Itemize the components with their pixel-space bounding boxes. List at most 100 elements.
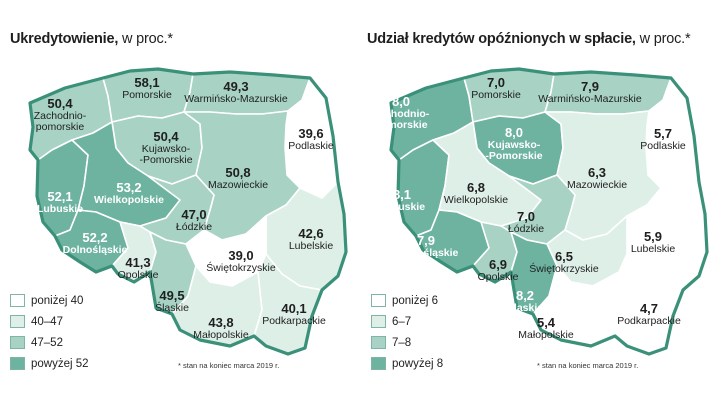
- region-name: Łódzkie: [507, 222, 545, 235]
- legend-swatch: [10, 336, 25, 349]
- region-name: Podlaskie: [640, 139, 686, 152]
- legend-label: poniżej 40: [31, 294, 84, 307]
- legend-item: 40–47: [10, 311, 89, 332]
- left-map-panel: Ukredytowienie, w proc.* 50,4 Zachodnio-p…: [0, 0, 360, 406]
- region-value: 8,2: [515, 288, 535, 303]
- region-value: 5,7: [653, 126, 673, 141]
- region-label-lodzkie: 7,0 Łódzkie: [508, 210, 544, 235]
- region-name: Lubuskie: [36, 202, 84, 215]
- region-name: pomorskie: [35, 120, 85, 133]
- region-value: 8,1: [392, 187, 412, 202]
- right-legend: poniżej 6 6–7 7–8 powyżej 8: [371, 290, 443, 374]
- region-value: 49,5: [159, 288, 185, 303]
- left-legend: poniżej 40 40–47 47–52 powyżej 52: [10, 290, 89, 374]
- left-footnote: * stan na koniec marca 2019 r.: [178, 361, 280, 370]
- region-value: 50,4: [153, 129, 179, 144]
- region-value: 42,6: [298, 226, 324, 241]
- region-label-mazowieckie: 50,8 Mazowieckie: [208, 166, 268, 191]
- legend-label: 47–52: [31, 336, 63, 349]
- region-name: Lubuskie: [378, 200, 426, 213]
- region-value: 8,0: [391, 94, 411, 109]
- region-label-podkarpackie: 40,1 Podkarpackie: [262, 302, 326, 327]
- region-label-swietokrzyskie: 39,0 Świętokrzyskie: [206, 249, 275, 274]
- region-label-kujawsko: 8,0 Kujawsko- -Pomorskie: [485, 126, 542, 162]
- region-label-warminsko: 49,3 Warmińsko-Mazurskie: [184, 80, 287, 105]
- region-name: Śląskie: [506, 301, 544, 314]
- region-label-zachodniopomorskie: 50,4 Zachodnio-pomorskie: [34, 97, 87, 133]
- region-label-wielkopolskie: 6,8 Wielkopolskie: [444, 181, 508, 206]
- region-label-mazowieckie: 6,3 Mazowieckie: [567, 166, 627, 191]
- legend-item: poniżej 40: [10, 290, 89, 311]
- region-name: Warmińsko-Mazurskie: [538, 92, 642, 105]
- region-label-malopolskie: 5,4 Małopolskie: [518, 316, 573, 341]
- region-name: Podkarpackie: [617, 314, 681, 327]
- region-name: Łódzkie: [175, 220, 213, 233]
- region-name: Zachodnio-: [33, 109, 87, 122]
- region-label-lubelskie: 42,6 Lubelskie: [289, 227, 333, 252]
- region-value: 58,1: [134, 75, 160, 90]
- legend-label: 7–8: [392, 336, 412, 349]
- region-label-zachodniopomorskie: 8,0 Zachodnio-pomorskie: [373, 95, 430, 131]
- region-value: 43,8: [208, 315, 234, 330]
- region-name: Małopolskie: [518, 328, 574, 341]
- region-name: Opolskie: [477, 270, 519, 283]
- left-title-unit: w proc.*: [122, 31, 173, 47]
- region-label-opolskie: 6,9 Opolskie: [478, 258, 519, 283]
- right-map-title: Udział kredytów opóźnionych w spłacie, w…: [367, 31, 691, 47]
- legend-label: powyżej 8: [392, 357, 444, 370]
- legend-item: poniżej 6: [371, 290, 443, 311]
- legend-label: 40–47: [31, 315, 63, 328]
- legend-swatch: [10, 357, 25, 370]
- region-value: 5,9: [643, 229, 663, 244]
- region-name: Podlaskie: [288, 139, 334, 152]
- region-name: -Pomorskie: [139, 153, 193, 166]
- legend-swatch: [371, 315, 386, 328]
- legend-item: 7–8: [371, 332, 443, 353]
- legend-item: powyżej 8: [371, 353, 443, 374]
- region-label-dolnoslaskie: 52,2 Dolnośląskie: [63, 231, 128, 256]
- region-label-pomorskie: 7,0 Pomorskie: [471, 76, 521, 101]
- region-name: Śląskie: [155, 301, 189, 314]
- region-value: 6,3: [587, 165, 607, 180]
- region-name: Zachodnio-: [372, 107, 430, 120]
- country-outline: [28, 67, 348, 356]
- region-label-swietokrzyskie: 6,5 Świętokrzyskie: [529, 250, 598, 275]
- region-name: Wielkopolskie: [443, 193, 509, 206]
- region-name: Lubelskie: [288, 239, 334, 252]
- region-label-podlaskie: 39,6 Podlaskie: [288, 127, 334, 152]
- region-label-lubelskie: 5,9 Lubelskie: [631, 230, 675, 255]
- legend-item: 47–52: [10, 332, 89, 353]
- region-label-kujawsko: 50,4 Kujawsko- -Pomorskie: [139, 130, 192, 166]
- region-label-slaskie: 8,2 Śląskie: [507, 289, 543, 314]
- legend-swatch: [371, 357, 386, 370]
- region-value: 6,9: [488, 257, 508, 272]
- region-label-dolnoslaskie: 7,9 Dolnośląskie: [394, 234, 459, 259]
- region-label-opolskie: 41,3 Opolskie: [118, 256, 159, 281]
- region-name: Opolskie: [117, 268, 159, 281]
- region-name: -Pomorskie: [485, 149, 543, 162]
- region-name: Lubelskie: [630, 242, 676, 255]
- region-label-malopolskie: 43,8 Małopolskie: [193, 316, 248, 341]
- region-value: 50,8: [225, 165, 251, 180]
- region-value: 52,1: [47, 189, 73, 204]
- region-name: Pomorskie: [471, 88, 521, 101]
- legend-label: 6–7: [392, 315, 412, 328]
- region-value: 6,8: [466, 180, 486, 195]
- region-name: Dolnośląskie: [62, 243, 128, 256]
- region-label-warminsko: 7,9 Warmińsko-Mazurskie: [538, 80, 641, 105]
- left-poland-map: [28, 67, 348, 356]
- region-value: 39,0: [228, 248, 254, 263]
- region-label-lodzkie: 47,0 Łódzkie: [176, 208, 212, 233]
- region-name: Podkarpackie: [262, 314, 326, 327]
- region-label-slaskie: 49,5 Śląskie: [155, 289, 189, 314]
- region-value: 6,5: [554, 249, 574, 264]
- region-name: Mazowieckie: [207, 178, 269, 191]
- region-value: 8,0: [504, 125, 524, 140]
- left-title-main: Ukredytowienie,: [10, 31, 119, 47]
- region-value: 7,0: [486, 75, 506, 90]
- region-name: Wielkopolskie: [94, 193, 164, 206]
- region-label-podlaskie: 5,7 Podlaskie: [640, 127, 686, 152]
- legend-label: poniżej 6: [392, 294, 439, 307]
- region-value: 41,3: [125, 255, 151, 270]
- region-name: Kujawsko-: [487, 138, 541, 151]
